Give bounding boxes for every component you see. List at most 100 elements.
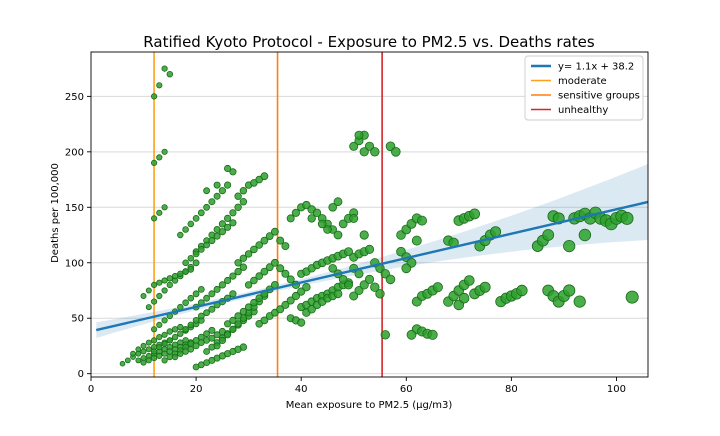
data-point <box>359 280 369 290</box>
data-point <box>156 279 163 286</box>
data-point <box>187 345 195 353</box>
data-point <box>145 339 152 346</box>
data-point <box>375 289 385 299</box>
data-point <box>406 329 417 340</box>
data-point <box>328 263 338 273</box>
data-point <box>166 70 173 78</box>
data-point <box>260 267 269 276</box>
data-point <box>218 336 226 344</box>
data-point <box>161 317 168 324</box>
data-point <box>218 220 226 228</box>
data-point <box>229 316 237 324</box>
data-point <box>479 281 491 293</box>
data-point <box>151 337 158 344</box>
data-point <box>151 348 158 355</box>
data-point <box>260 316 269 325</box>
regression-line <box>95 200 649 332</box>
plot-frame <box>90 51 649 378</box>
data-point <box>343 247 353 257</box>
data-point <box>156 292 163 300</box>
data-point <box>208 305 216 313</box>
data-point <box>427 329 438 340</box>
data-point <box>166 337 173 344</box>
data-point <box>302 200 311 210</box>
data-point <box>234 267 242 276</box>
data-point <box>244 281 253 289</box>
data-point <box>563 240 576 253</box>
data-point <box>156 82 163 89</box>
data-point <box>250 245 258 254</box>
data-point <box>156 333 163 341</box>
data-point <box>469 208 481 220</box>
data-point <box>359 230 369 240</box>
data-point <box>250 276 258 285</box>
data-point <box>213 181 221 189</box>
y-tick-label: 250 <box>65 92 84 103</box>
data-point <box>359 147 369 157</box>
data-point <box>145 346 152 353</box>
data-point <box>333 197 343 207</box>
data-point <box>156 321 163 328</box>
y-tick-label: 0 <box>78 369 84 380</box>
data-point <box>229 219 237 227</box>
data-point <box>370 147 380 157</box>
data-point <box>286 214 295 223</box>
data-point <box>234 259 242 267</box>
data-point <box>145 287 152 294</box>
data-point <box>156 343 163 351</box>
data-point <box>281 269 290 278</box>
data-point <box>542 229 555 241</box>
data-point <box>349 141 359 151</box>
data-point <box>145 304 152 311</box>
data-point <box>213 192 221 200</box>
data-point <box>197 245 205 253</box>
data-point <box>156 352 163 359</box>
data-point <box>208 290 216 298</box>
data-point <box>349 291 359 301</box>
data-point <box>161 65 168 72</box>
data-point <box>151 159 158 166</box>
x-axis-label: Mean exposure to PM2.5 (µg/m3) <box>286 400 453 411</box>
data-point <box>135 357 142 364</box>
data-point <box>171 333 179 341</box>
threshold-lines <box>153 52 383 377</box>
data-point <box>187 220 195 228</box>
chart-title: Ratified Kyoto Protocol - Exposure to PM… <box>143 33 595 51</box>
data-point <box>224 320 232 328</box>
data-point <box>286 275 295 284</box>
y-tick-label: 150 <box>65 203 84 214</box>
data-point <box>333 230 343 240</box>
data-point <box>182 226 189 233</box>
x-axis-ticks: 0 20 40 60 80 100 <box>88 377 626 395</box>
x-tick-label: 20 <box>190 384 203 395</box>
data-point <box>140 342 147 349</box>
data-point <box>161 204 168 211</box>
data-point <box>208 198 216 206</box>
data-point <box>297 287 306 296</box>
data-point <box>234 203 242 211</box>
data-point <box>328 203 338 212</box>
data-point <box>333 289 343 299</box>
data-point <box>171 326 179 333</box>
data-point <box>265 263 274 272</box>
data-point <box>432 282 443 293</box>
data-point <box>401 263 412 274</box>
data-point <box>213 285 221 293</box>
data-point <box>260 236 269 245</box>
data-point <box>411 235 422 246</box>
data-point <box>218 187 226 195</box>
data-point <box>161 148 168 155</box>
data-point <box>203 294 211 302</box>
data-point <box>463 275 475 286</box>
data-point <box>276 305 285 314</box>
data-point <box>250 298 258 307</box>
regression-line-path <box>95 200 649 332</box>
data-point <box>156 209 163 216</box>
data-point <box>239 186 248 195</box>
data-point <box>192 250 200 258</box>
data-point <box>161 350 168 357</box>
data-point <box>291 208 300 217</box>
data-point <box>281 242 290 251</box>
data-point <box>192 290 200 298</box>
data-point <box>317 219 327 229</box>
